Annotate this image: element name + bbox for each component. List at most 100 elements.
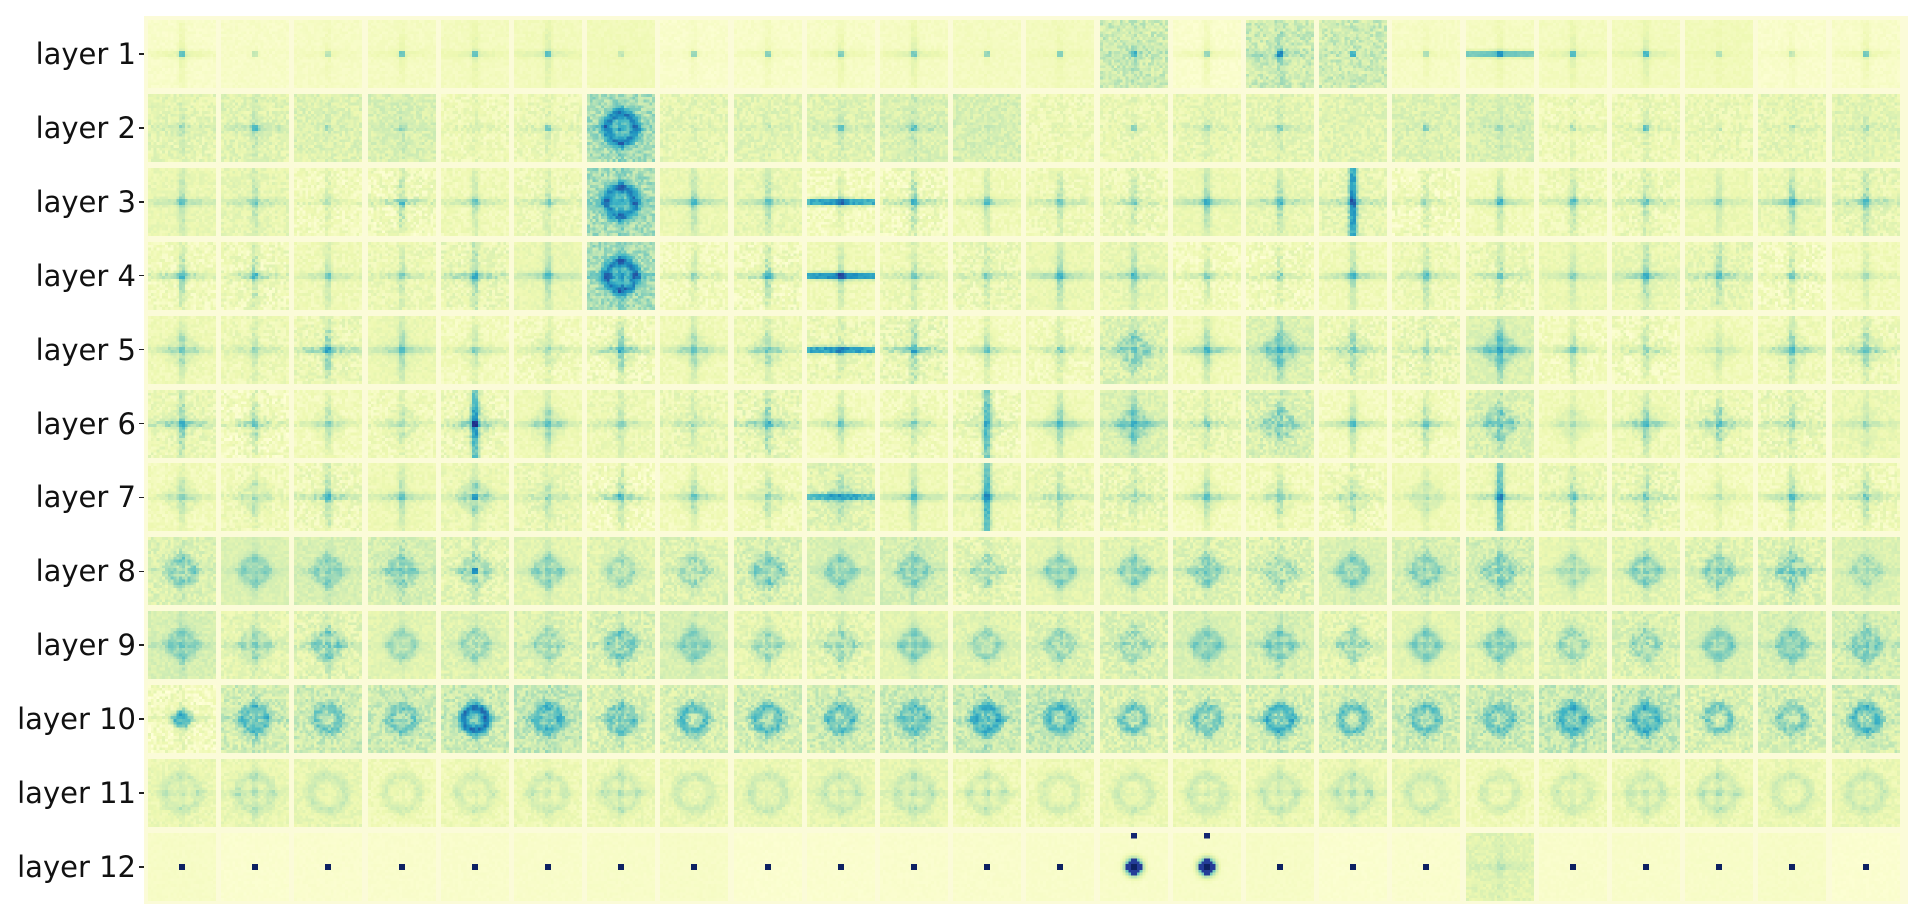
row-tick [139,792,144,794]
heatmap-tile-image [806,241,875,310]
heatmap-tile [660,167,729,236]
heatmap-tile [514,463,582,532]
heatmap-tile [514,241,582,310]
heatmap-tile [953,93,1022,162]
heatmap-tile-image [367,759,436,827]
heatmap-tile [1026,241,1095,310]
heatmap-tile-image [1026,537,1095,606]
heatmap-tile-image [1831,463,1900,532]
heatmap-tile-image [221,832,290,901]
heatmap-tile-image [953,93,1022,162]
heatmap-tile-image [1831,389,1900,458]
heatmap-tile-image [1612,611,1680,680]
heatmap-tile-image [1099,759,1168,827]
heatmap-tile-image [1246,832,1314,901]
row-label-3: layer 3 [35,184,136,219]
heatmap-tile [367,93,436,162]
heatmap-tile [514,389,582,458]
heatmap-tile-image [1538,611,1607,680]
heatmap-tile [1758,389,1827,458]
heatmap-tile-image [1392,315,1461,384]
heatmap-tile-image [953,463,1022,532]
heatmap-tile-image [367,315,436,384]
heatmap-tile [953,463,1022,532]
heatmap-tile-image [1538,537,1607,606]
heatmap-tile-image [294,315,363,384]
heatmap-tile [587,685,656,754]
heatmap-tile-image [953,315,1022,384]
heatmap-tile-image [294,167,363,236]
heatmap-tile-image [1685,832,1754,901]
heatmap-tile [660,832,729,901]
heatmap-tile-image [1026,389,1095,458]
heatmap-tile [148,537,216,606]
heatmap-tile [221,241,290,310]
heatmap-tile-image [1831,315,1900,384]
heatmap-tile-image [440,93,509,162]
heatmap-tile [1319,685,1388,754]
heatmap-tile-image [1685,463,1754,532]
heatmap-tile-image [148,241,216,310]
heatmap-tile-image [587,537,656,606]
heatmap-tile-image [880,537,948,606]
heatmap-tile-image [1172,685,1241,754]
heatmap-tile-image [1319,20,1388,88]
heatmap-tile-image [440,759,509,827]
heatmap-tile-image [1465,463,1534,532]
heatmap-tile-image [587,832,656,901]
heatmap-tile [514,93,582,162]
row-tick [139,422,144,425]
heatmap-tile-image [1319,93,1388,162]
heatmap-tile-image [294,93,363,162]
heatmap-tile-image [148,611,216,680]
heatmap-tile [587,832,656,901]
heatmap-tile-image [1099,832,1168,901]
heatmap-tile-image [1172,315,1241,384]
heatmap-tile [367,759,436,827]
heatmap-tile [1831,685,1900,754]
heatmap-tile [1246,241,1314,310]
heatmap-tile-image [1685,20,1754,88]
heatmap-tile [1538,537,1607,606]
heatmap-tile-image [514,20,582,88]
heatmap-tile [1026,685,1095,754]
heatmap-tile [1099,759,1168,827]
heatmap-tile [1392,241,1461,310]
heatmap-tile [1246,537,1314,606]
heatmap-tile [1172,611,1241,680]
heatmap-tile [587,167,656,236]
heatmap-tile [1612,832,1680,901]
heatmap-tile-image [880,93,948,162]
heatmap-tile-image [1026,832,1095,901]
heatmap-tile-image [806,759,875,827]
heatmap-tile [1612,611,1680,680]
heatmap-tile-image [1246,685,1314,754]
heatmap-tile-image [1392,685,1461,754]
heatmap-tile-image [1465,167,1534,236]
heatmap-tile-image [1758,611,1827,680]
heatmap-tile [587,463,656,532]
heatmap-tile [1538,759,1607,827]
heatmap-tile-image [294,537,363,606]
heatmap-tile [294,93,363,162]
heatmap-tile [953,167,1022,236]
row-label-12: layer 12 [17,849,136,884]
heatmap-tile-image [294,463,363,532]
heatmap-tile-image [1758,389,1827,458]
row-label-9: layer 9 [35,628,136,663]
heatmap-tile-image [1246,463,1314,532]
heatmap-tile-image [806,685,875,754]
heatmap-tile-image [1099,685,1168,754]
heatmap-tile [880,315,948,384]
heatmap-tile [440,167,509,236]
heatmap-tile-image [1612,20,1680,88]
heatmap-tile [953,832,1022,901]
heatmap-tile [1538,389,1607,458]
heatmap-tile [294,315,363,384]
heatmap-tile-image [660,759,729,827]
heatmap-tile-image [1099,93,1168,162]
heatmap-tile-image [1612,685,1680,754]
heatmap-tile-image [514,315,582,384]
heatmap-tile-image [514,389,582,458]
heatmap-tile [1099,832,1168,901]
